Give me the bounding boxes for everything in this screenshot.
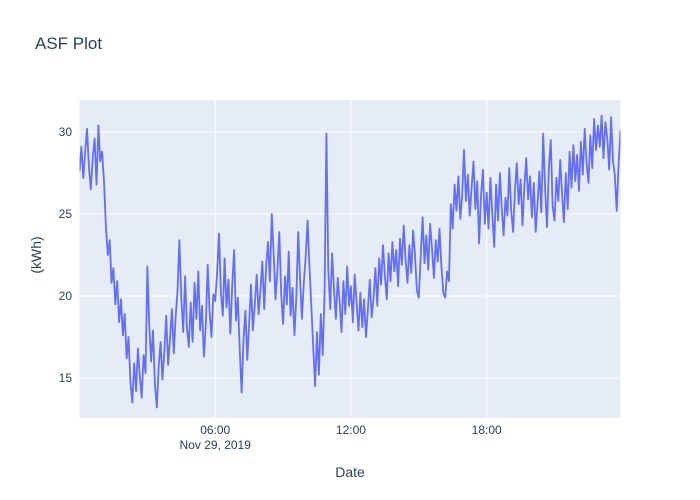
x-axis-title: Date bbox=[335, 464, 365, 480]
x-tick-label: 06:00 bbox=[200, 423, 231, 437]
y-tick-label: 15 bbox=[58, 370, 72, 385]
x-tick-label: 18:00 bbox=[471, 423, 502, 437]
y-tick-label: 30 bbox=[58, 124, 72, 139]
chart-title: ASF Plot bbox=[35, 34, 103, 53]
x-tick-sublabel: Nov 29, 2019 bbox=[179, 438, 251, 452]
y-tick-label: 20 bbox=[58, 288, 72, 303]
plot-background[interactable] bbox=[79, 100, 621, 418]
x-tick-label: 12:00 bbox=[335, 423, 366, 437]
series-line-(kWh) bbox=[79, 114, 621, 409]
y-tick-label: 25 bbox=[58, 206, 72, 221]
y-axis-title: (kWh) bbox=[28, 236, 44, 274]
